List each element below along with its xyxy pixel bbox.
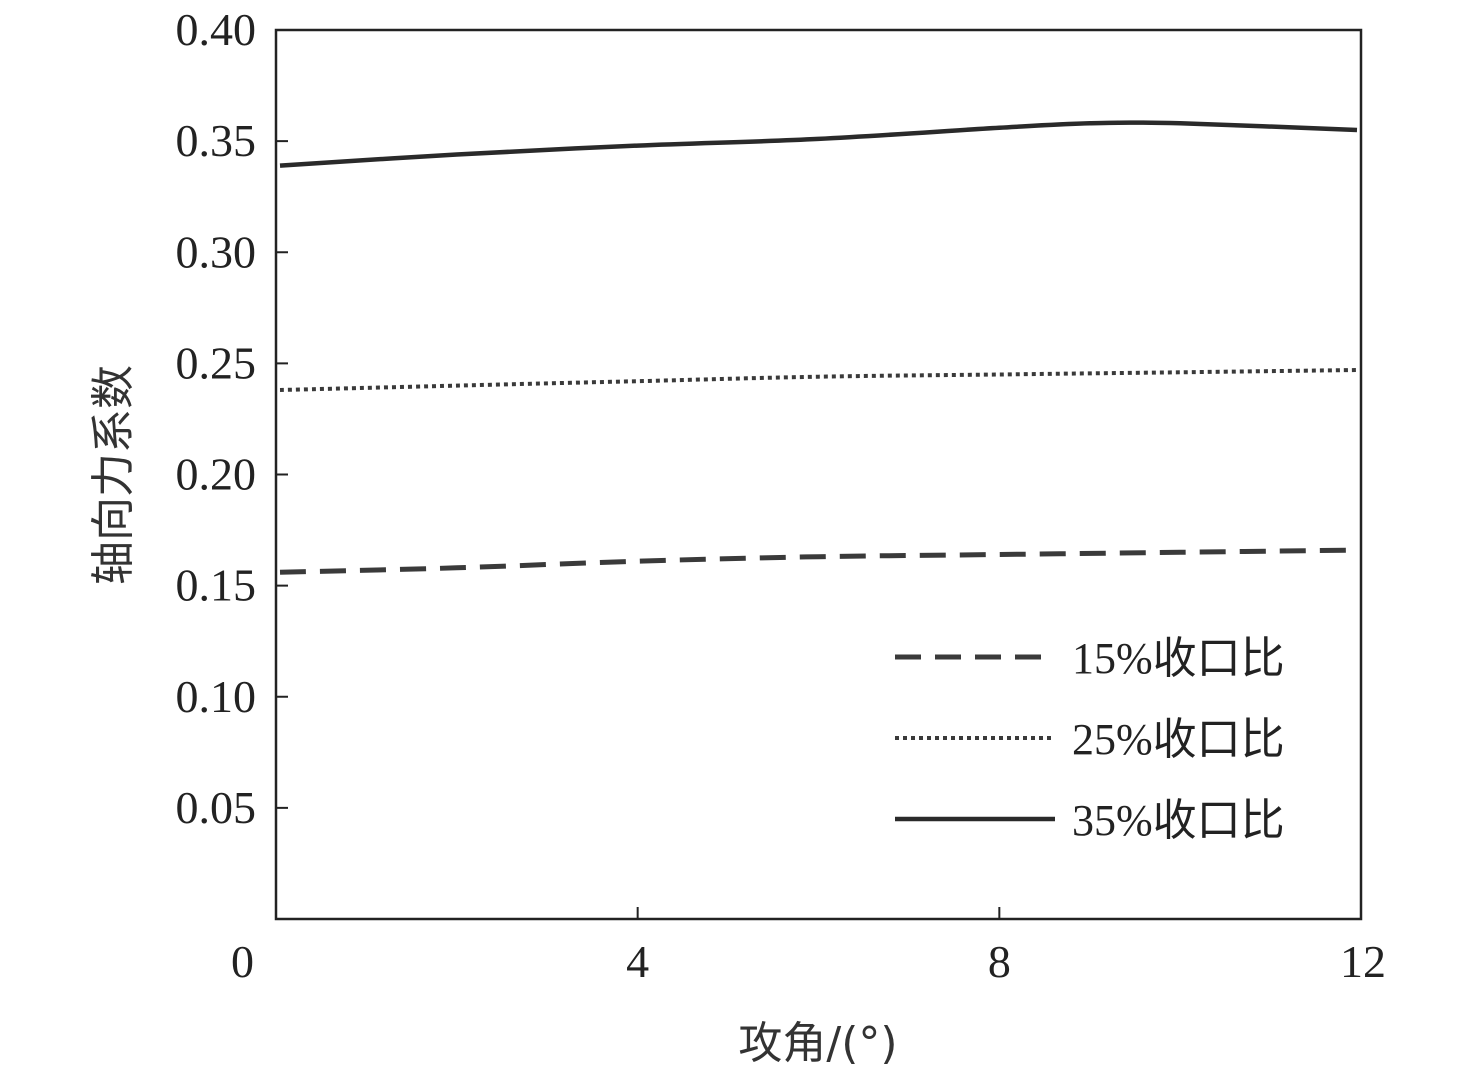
y-tick-label: 0.40 xyxy=(176,4,257,55)
x-tick-label: 12 xyxy=(1340,936,1386,987)
legend-label-2: 25%收口比 xyxy=(1072,715,1285,764)
legend-label-3: 35%收口比 xyxy=(1072,796,1285,845)
series-line-3 xyxy=(279,120,1358,168)
y-axis-ticks: 0.05 0.10 0.15 0.20 0.25 0.30 0.35 0.40 xyxy=(176,4,288,833)
series-layer xyxy=(279,120,1358,575)
x-tick-label: 8 xyxy=(988,936,1011,987)
series-line-2 xyxy=(279,368,1358,392)
x-axis-title: 攻角/(°) xyxy=(738,1018,897,1069)
y-tick-label: 0.35 xyxy=(176,115,257,166)
y-tick-label: 0.10 xyxy=(176,671,257,722)
legend-label-1: 15%收口比 xyxy=(1072,634,1285,683)
y-tick-label: 0.15 xyxy=(176,560,257,611)
series-line-1 xyxy=(279,547,1358,575)
y-tick-label: 0.20 xyxy=(176,449,257,500)
x-tick-label: 0 xyxy=(231,936,254,987)
y-tick-label: 0.05 xyxy=(176,782,257,833)
y-tick-label: 0.30 xyxy=(176,226,257,277)
x-axis-ticks: 0 4 8 12 xyxy=(231,907,1386,987)
y-tick-label: 0.25 xyxy=(176,337,257,388)
y-axis-title: 轴向力系数 xyxy=(88,365,139,585)
legend: 15%收口比 25%收口比 35%收口比 xyxy=(895,634,1285,845)
plot-frame xyxy=(274,28,1363,921)
x-tick-label: 4 xyxy=(626,936,649,987)
